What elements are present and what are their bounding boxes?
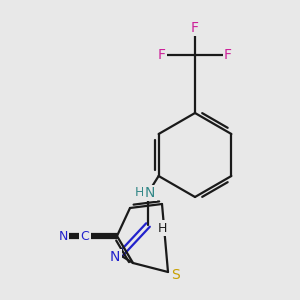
Text: N: N [145, 186, 155, 200]
Text: N: N [110, 250, 120, 264]
Text: S: S [172, 268, 180, 282]
Text: F: F [191, 21, 199, 35]
Text: F: F [158, 48, 166, 62]
Text: C: C [81, 230, 89, 242]
Text: F: F [224, 48, 232, 62]
Text: H: H [134, 187, 144, 200]
Text: H: H [157, 221, 167, 235]
Text: N: N [58, 230, 68, 242]
